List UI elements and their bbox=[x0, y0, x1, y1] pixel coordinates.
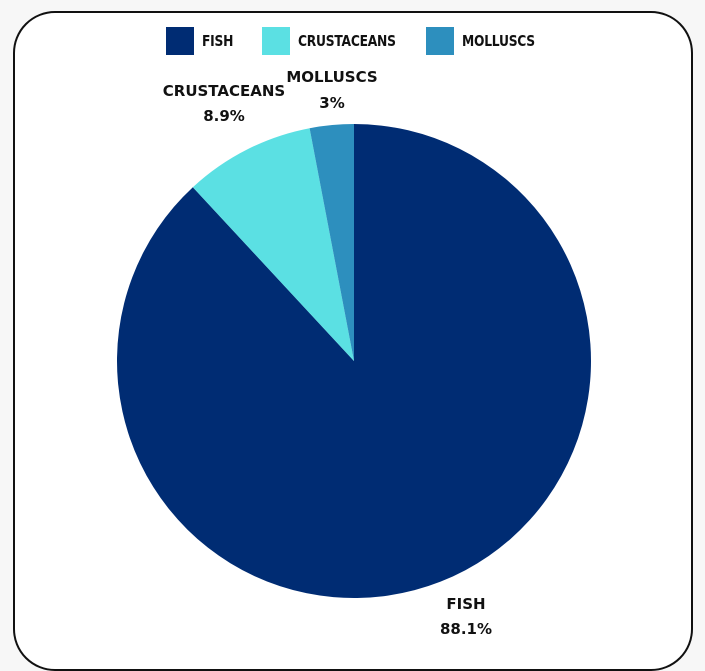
legend-swatch-molluscs bbox=[426, 27, 454, 55]
data-label-fish-name: FISH bbox=[446, 595, 485, 613]
data-label-molluscs-value: 3% bbox=[319, 94, 344, 112]
data-label-crustaceans-value: 8.9% bbox=[203, 107, 245, 125]
data-label-molluscs-name: MOLLUSCS bbox=[286, 68, 377, 86]
pie-slice-crustaceans bbox=[192, 128, 354, 361]
pie-slice-molluscs bbox=[309, 124, 354, 361]
legend: FISH CRUSTACEANS MOLLUSCS bbox=[0, 27, 705, 55]
pie-slice-fish bbox=[117, 124, 592, 598]
legend-swatch-crustaceans bbox=[262, 27, 290, 55]
legend-label-molluscs: MOLLUSCS bbox=[462, 32, 535, 50]
data-label-crustaceans-name: CRUSTACEANS bbox=[163, 82, 285, 100]
legend-swatch-fish bbox=[166, 27, 194, 55]
data-label-fish-value: 88.1% bbox=[440, 620, 492, 638]
legend-label-fish: FISH bbox=[202, 32, 234, 50]
pie-chart: CRUSTACEANS 8.9% MOLLUSCS 3% FISH 88.1% bbox=[117, 68, 592, 638]
legend-label-crustaceans: CRUSTACEANS bbox=[298, 32, 396, 50]
